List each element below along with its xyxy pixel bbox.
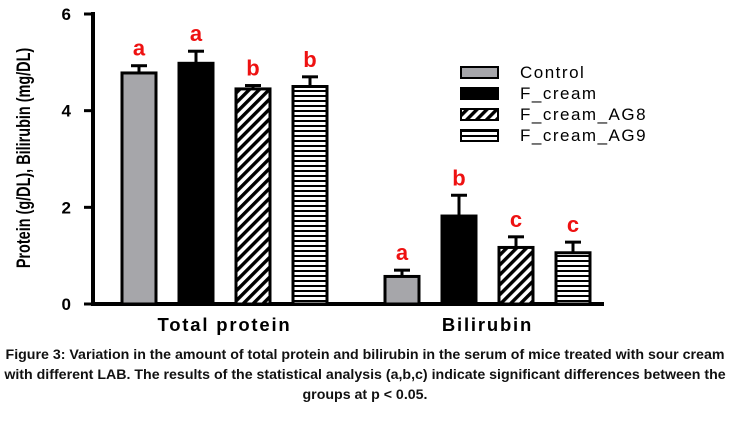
bar-bilirubin-f-cream-ag8 bbox=[497, 245, 535, 306]
legend: Control F_cream F_cream_AG8 F_cream_AG9 bbox=[460, 63, 647, 145]
bar-bilirubin-control bbox=[383, 274, 421, 306]
significance-label: b bbox=[246, 56, 259, 81]
legend-label: Control bbox=[520, 63, 585, 82]
legend-label: F_cream bbox=[520, 84, 598, 103]
legend-label: F_cream_AG8 bbox=[520, 105, 647, 124]
x-category-label: Total protein bbox=[157, 314, 291, 335]
significance-label: b bbox=[452, 165, 465, 190]
significance-label: a bbox=[190, 21, 203, 46]
figure-caption: Figure 3: Variation in the amount of tot… bbox=[4, 347, 726, 403]
bars bbox=[120, 49, 592, 306]
significance-label: c bbox=[567, 212, 579, 237]
significance-label: a bbox=[396, 240, 409, 265]
significance-label: a bbox=[133, 36, 146, 61]
bar-bilirubin-f-cream-ag9 bbox=[554, 251, 592, 306]
y-axis-title: Protein (g/DL), Bilirubin (mg/DL) bbox=[13, 48, 34, 268]
legend-swatch-f-cream-ag9 bbox=[460, 129, 499, 142]
legend-label: F_cream_AG9 bbox=[520, 126, 647, 145]
legend-swatch-f-cream-ag8 bbox=[460, 108, 499, 121]
significance-label: b bbox=[303, 47, 316, 72]
bar-total-protein-f-cream-ag9 bbox=[291, 85, 329, 306]
labels: a a b b Total protein a b c c Bilirubin bbox=[133, 21, 579, 335]
legend-swatch-f-cream bbox=[460, 87, 499, 100]
legend-swatch-control bbox=[460, 66, 499, 79]
bar-total-protein-control bbox=[120, 71, 158, 306]
y-tick-label: 4 bbox=[62, 102, 72, 121]
y-tick-label: 2 bbox=[62, 198, 71, 217]
bar-bilirubin-f-cream bbox=[440, 214, 478, 306]
bar-total-protein-f-cream-ag8 bbox=[234, 87, 272, 306]
y-tick-label: 0 bbox=[62, 295, 71, 314]
significance-label: c bbox=[510, 207, 522, 232]
y-tick-label: 6 bbox=[62, 5, 71, 24]
x-category-label: Bilirubin bbox=[442, 314, 533, 335]
bar-total-protein-f-cream bbox=[177, 61, 215, 306]
